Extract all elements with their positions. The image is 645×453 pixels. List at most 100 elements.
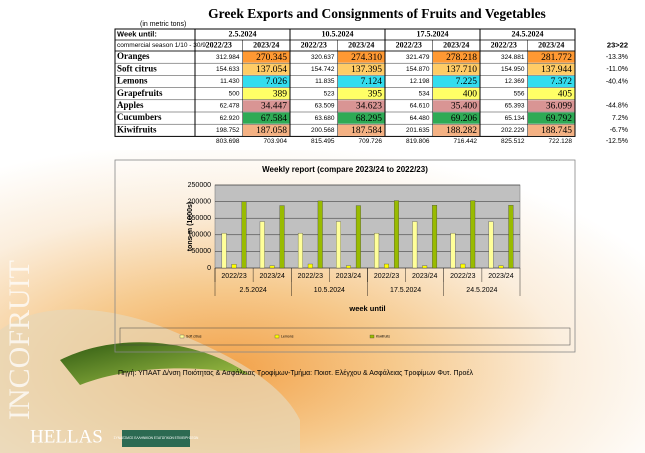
x-tick-label: 2022/23 xyxy=(374,273,399,280)
bar xyxy=(317,200,323,269)
highlight-cell xyxy=(528,51,575,63)
photo-shape xyxy=(0,309,300,453)
x-tick-label: 2023/24 xyxy=(412,273,437,280)
row-label: Soft citrus xyxy=(117,63,157,73)
season-header: 2022/23 xyxy=(206,40,232,49)
cell: 137.395 xyxy=(351,65,382,75)
bar xyxy=(450,232,456,269)
y-tick-label: 250000 xyxy=(188,182,211,189)
bar xyxy=(422,265,428,269)
season-header: 2022/23 xyxy=(396,40,422,49)
cell: 188.745 xyxy=(541,126,572,136)
season-header: 2022/23 xyxy=(491,40,517,49)
cell: 405 xyxy=(558,89,573,99)
highlight-cell xyxy=(243,63,290,75)
cell: 312.984 xyxy=(216,54,240,61)
highlight-cell xyxy=(433,63,480,75)
cell: 34.447 xyxy=(261,102,287,112)
highlight-cell xyxy=(243,124,290,136)
brand-tagline: ΣΥΝΔΕΣΜΟΣ ΕΛΛΗΝΙΚΩΝ ΕΞΑΓΩΓΙΚΩΝ ΕΠΙΧΕΙΡΗΣ… xyxy=(114,436,199,440)
cell: 198.752 xyxy=(216,127,240,134)
total: 815.495 xyxy=(311,138,335,145)
season-header: 2023/24 xyxy=(538,40,564,49)
highlight-cell xyxy=(528,124,575,136)
legend-box xyxy=(119,327,571,346)
legend-label: Soft citrus xyxy=(186,334,202,338)
highlight-cell xyxy=(528,100,575,112)
cell: 154.870 xyxy=(406,66,430,73)
y-tick-label: 150000 xyxy=(188,215,211,222)
bar xyxy=(241,201,247,269)
bar xyxy=(412,221,418,269)
highlight-cell xyxy=(528,88,575,100)
legend-label: Lemons xyxy=(281,334,294,338)
x-tick-label: 2023/24 xyxy=(488,273,513,280)
cell: 65.393 xyxy=(505,103,525,110)
group-label: 17.5.2024 xyxy=(390,287,421,294)
cell: 63.680 xyxy=(315,115,335,122)
highlight-cell xyxy=(338,88,385,100)
cell: 64.480 xyxy=(410,115,430,122)
y-tick-label: 100000 xyxy=(188,232,211,239)
bar xyxy=(498,265,504,269)
change: -13.3% xyxy=(606,54,628,61)
cell: 7.124 xyxy=(361,77,383,87)
brand-box xyxy=(122,430,190,447)
highlight-cell xyxy=(338,51,385,63)
cell: 7.026 xyxy=(266,77,288,87)
cell: 321.479 xyxy=(406,54,430,61)
cell: 65.134 xyxy=(505,115,525,122)
group-label: 24.5.2024 xyxy=(466,287,497,294)
group-label: 10.5.2024 xyxy=(314,287,345,294)
cell: 154.950 xyxy=(501,66,525,73)
cell: 270.345 xyxy=(256,53,287,63)
bar xyxy=(374,232,380,269)
highlight-cell xyxy=(433,112,480,124)
cell: 12.369 xyxy=(505,78,525,85)
row-label: Kiwifruits xyxy=(117,124,157,134)
highlight-cell xyxy=(433,51,480,63)
row-label: Cucumbers xyxy=(117,112,162,122)
highlight-cell xyxy=(338,63,385,75)
bar xyxy=(307,263,313,269)
highlight-cell xyxy=(243,100,290,112)
chart-title: Weekly report (compare 2023/24 to 2022/2… xyxy=(262,165,428,174)
y-tick-label: 200000 xyxy=(188,198,211,205)
cell: 7.372 xyxy=(551,77,573,87)
season-label: commercial season 1/10 - 30/9 xyxy=(117,42,206,49)
cell: 556 xyxy=(514,90,525,97)
cell: 274.310 xyxy=(351,53,382,63)
cell: 320.637 xyxy=(311,54,335,61)
x-tick-label: 2023/24 xyxy=(260,273,285,280)
table: Week until: commercial season 1/10 - 30/9… xyxy=(114,28,628,145)
x-tick-label: 2022/23 xyxy=(450,273,475,280)
y-tick-label: 50000 xyxy=(192,248,212,255)
row-label: Grapefruits xyxy=(117,88,163,98)
week-header: 10.5.2024 xyxy=(322,29,354,38)
cell: 534 xyxy=(419,90,430,97)
total: 825.512 xyxy=(501,138,525,145)
total: 709.726 xyxy=(359,138,383,145)
highlight-cell xyxy=(338,112,385,124)
bar xyxy=(336,221,341,269)
week-header: 17.5.2024 xyxy=(417,29,449,38)
photo-leaf xyxy=(60,342,250,385)
cell: 7.225 xyxy=(456,77,478,87)
source-note: Πηγή: ΥΠΑΑΤ Δ/νση Ποιότητας & Ασφάλειας … xyxy=(118,369,473,377)
highlight-cell xyxy=(243,88,290,100)
cell: 63.509 xyxy=(315,103,335,110)
legend-swatch xyxy=(179,334,185,339)
chart-frame xyxy=(114,159,576,353)
bar xyxy=(508,205,514,269)
group-label: 2.5.2024 xyxy=(240,287,267,294)
total-change: -12.5% xyxy=(606,138,628,145)
bar xyxy=(231,264,237,269)
x-tick-label: 2022/23 xyxy=(298,273,323,280)
week-label: Week until: xyxy=(117,29,157,38)
cell: 188.282 xyxy=(446,126,477,136)
page-title: Greek Exports and Consignments of Fruits… xyxy=(208,6,546,21)
cell: 137.944 xyxy=(541,65,572,75)
highlight-cell xyxy=(338,124,385,136)
change: -44.8% xyxy=(606,103,628,110)
